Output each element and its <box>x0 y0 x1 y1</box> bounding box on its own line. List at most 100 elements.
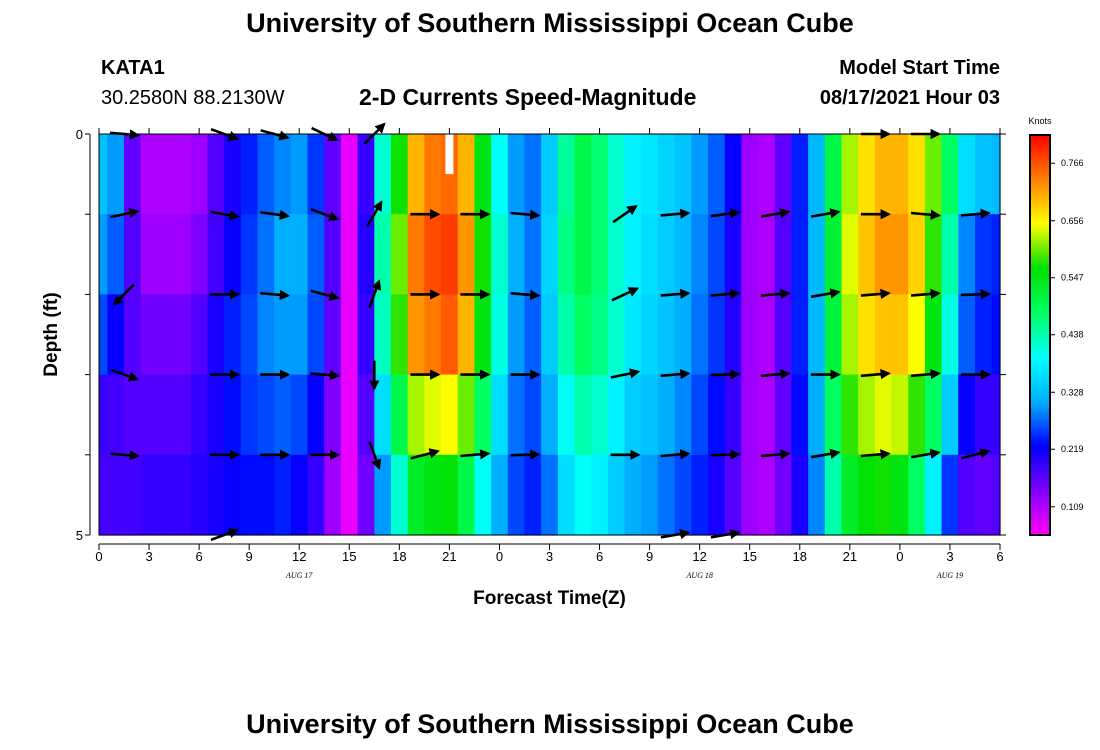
heatmap-cell <box>941 134 959 215</box>
heatmap-cell <box>908 374 926 456</box>
heatmap-cell <box>157 374 175 456</box>
heatmap-cell <box>190 454 209 536</box>
heatmap-cell <box>507 454 526 536</box>
x-tick-label: 0 <box>496 549 503 564</box>
heatmap-cell <box>507 374 526 456</box>
heatmap-cell <box>324 214 342 295</box>
heatmap-cell <box>290 374 309 456</box>
heatmap-cell <box>424 214 442 295</box>
heatmap-cell <box>724 294 742 376</box>
heatmap-cell <box>574 134 592 215</box>
current-vector <box>660 368 691 380</box>
heatmap-cell <box>908 134 926 215</box>
heatmap-cell <box>824 134 843 215</box>
heatmap-cell <box>758 134 776 215</box>
heatmap-cell <box>240 454 259 536</box>
x-tick-label: 6 <box>996 549 1003 564</box>
heatmap-cell <box>858 454 876 536</box>
heatmap-cell <box>340 294 359 376</box>
heatmap-cell <box>891 214 909 295</box>
heatmap-cell <box>374 294 392 376</box>
heatmap-cell <box>808 294 826 376</box>
heatmap-cell <box>841 294 859 376</box>
heatmap-cell <box>974 134 993 215</box>
current-vector <box>760 288 791 300</box>
heatmap-cell <box>457 214 476 295</box>
x-tick-label: 3 <box>546 549 553 564</box>
current-vector <box>760 368 791 380</box>
current-vector <box>112 283 135 306</box>
heatmap-cell <box>407 454 425 536</box>
model-start-label: Model Start Time <box>839 57 1000 79</box>
heatmap-cell <box>724 454 742 536</box>
footer-title: University of Southern Mississippi Ocean… <box>246 709 854 739</box>
heatmap-cell <box>390 374 409 456</box>
heatmap-cell <box>891 294 909 376</box>
heatmap-cell <box>357 134 375 215</box>
heatmap-cell <box>607 214 626 295</box>
current-vector <box>510 209 541 220</box>
heatmap-cell <box>891 374 909 456</box>
heatmap-cell <box>491 374 509 456</box>
heatmap-cell <box>708 134 726 215</box>
x-tick-label: 9 <box>646 549 653 564</box>
heatmap-cell <box>407 294 425 376</box>
heatmap-cell <box>791 214 809 295</box>
heatmap-cell <box>457 454 476 536</box>
current-vector <box>660 449 691 460</box>
heatmap-cell <box>908 454 926 536</box>
heatmap-cell <box>974 214 993 295</box>
colorbar-tick-label: 0.656 <box>1061 216 1084 226</box>
heatmap-cell <box>691 134 709 215</box>
heatmap-cell <box>340 134 359 215</box>
current-vector <box>310 208 340 222</box>
current-vector <box>109 450 141 461</box>
colorbar-tick-label: 0.438 <box>1061 330 1084 340</box>
heatmap-cell <box>858 134 876 215</box>
heatmap-cell <box>441 134 459 215</box>
station-coordinates: 30.2580N 88.2130W <box>101 87 285 109</box>
heatmap-cell <box>190 374 209 456</box>
current-vector <box>660 288 691 300</box>
heatmap-cell <box>274 374 292 456</box>
colorbar-tick-label: 0.328 <box>1061 387 1084 397</box>
heatmap-cell <box>374 374 392 456</box>
heatmap-cell <box>357 214 375 295</box>
heatmap-cell <box>407 374 425 456</box>
date-label: AUG 18 <box>685 571 712 580</box>
heatmap-cell <box>424 454 442 536</box>
heatmap-cell <box>991 134 1001 215</box>
heatmap-cell <box>924 374 943 456</box>
heatmap-cell <box>140 454 158 536</box>
heatmap-cell <box>591 374 609 456</box>
heatmap-cell <box>407 214 425 295</box>
heatmap-cell <box>591 134 609 215</box>
heatmap-cell <box>874 454 893 536</box>
current-vector <box>910 288 941 300</box>
heatmap-cell <box>841 134 859 215</box>
heatmap-cell <box>657 294 676 376</box>
heatmap-cell <box>574 214 592 295</box>
heatmap-cell <box>774 454 793 536</box>
heatmap-cell <box>524 214 542 295</box>
heatmap-cell <box>307 374 325 456</box>
heatmap-cell <box>641 374 659 456</box>
heatmap-cell <box>874 134 893 215</box>
heatmap-cell <box>340 374 359 456</box>
heatmap-cell <box>924 214 943 295</box>
heatmap-cell <box>207 214 225 295</box>
heatmap-cell <box>307 294 325 376</box>
heatmap-cell <box>140 214 158 295</box>
heatmap-cell <box>808 374 826 456</box>
heatmap-cell <box>124 214 142 295</box>
heatmap-cell <box>424 294 442 376</box>
heatmap-cell <box>791 294 809 376</box>
heatmap-cell <box>958 134 976 215</box>
heatmap-cell <box>824 454 843 536</box>
heatmap-cell <box>991 454 1001 536</box>
heatmap-cell <box>941 214 959 295</box>
heatmap-cell <box>758 294 776 376</box>
heatmap-cell <box>724 134 742 215</box>
current-vector <box>310 289 340 301</box>
heatmap-cell <box>874 294 893 376</box>
